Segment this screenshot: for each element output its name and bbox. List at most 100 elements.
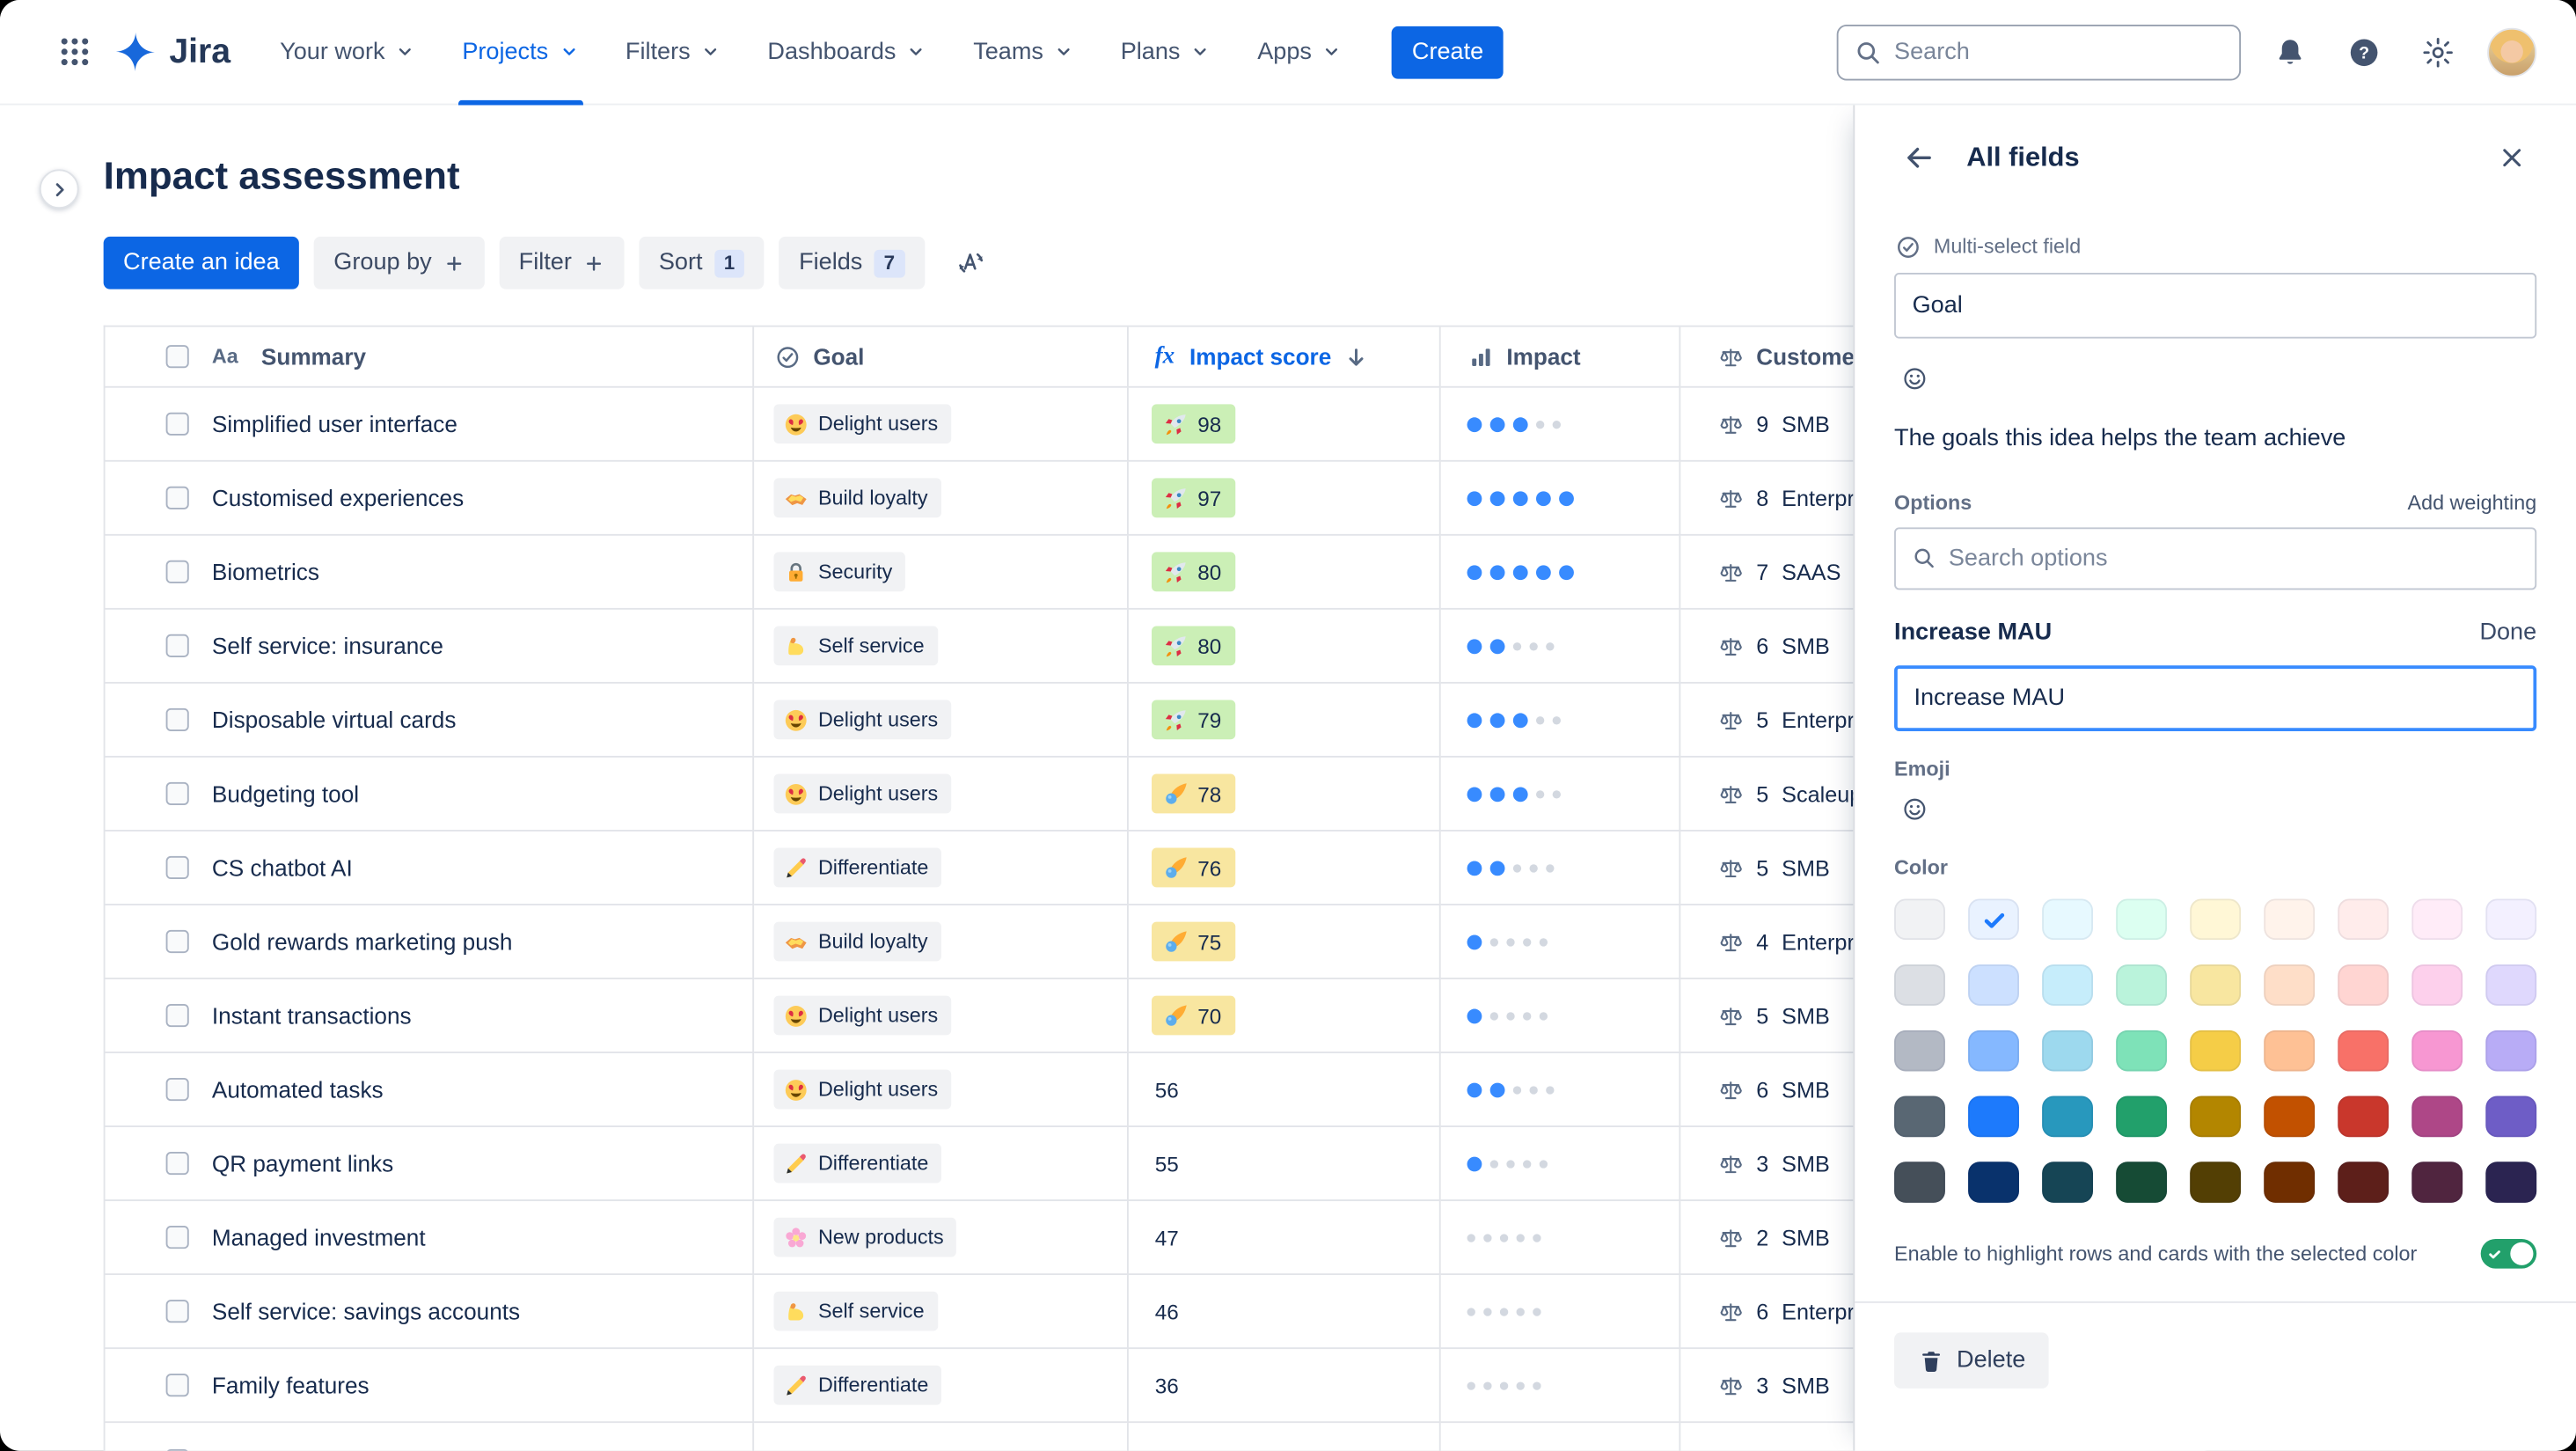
color-swatch[interactable] <box>2190 1096 2241 1138</box>
color-swatch[interactable] <box>1968 1030 2019 1072</box>
column-header-impact[interactable]: Impact <box>1506 343 1580 370</box>
idea-summary[interactable]: Automated tasks <box>212 1076 384 1103</box>
color-swatch[interactable] <box>1894 1162 1945 1203</box>
goal-chip[interactable]: Delight users <box>774 404 952 443</box>
idea-summary[interactable]: Biometrics <box>212 559 319 585</box>
color-swatch[interactable] <box>1894 964 1945 1006</box>
row-checkbox[interactable] <box>166 561 189 583</box>
row-checkbox[interactable] <box>166 1374 189 1396</box>
idea-summary[interactable]: CS chatbot AI <box>212 854 353 881</box>
impact-rating[interactable] <box>1467 1233 1541 1241</box>
color-swatch[interactable] <box>1968 1096 2019 1138</box>
color-swatch[interactable] <box>2411 964 2463 1006</box>
goal-chip[interactable]: Delight users <box>774 774 952 814</box>
field-emoji-button[interactable] <box>1894 358 1934 398</box>
nav-apps[interactable]: Apps <box>1234 0 1366 105</box>
row-checkbox[interactable] <box>166 1152 189 1175</box>
color-swatch[interactable] <box>1894 1096 1945 1138</box>
impact-rating[interactable] <box>1467 490 1574 505</box>
app-switcher-icon[interactable] <box>49 27 99 77</box>
impact-rating[interactable] <box>1467 1082 1555 1097</box>
color-swatch[interactable] <box>2338 964 2389 1006</box>
row-checkbox[interactable] <box>166 1226 189 1249</box>
color-swatch[interactable] <box>2264 964 2315 1006</box>
goal-chip[interactable]: Build loyalty <box>774 922 941 962</box>
row-checkbox[interactable] <box>166 856 189 879</box>
color-swatch[interactable] <box>2042 1030 2093 1072</box>
sort-button[interactable]: Sort 1 <box>639 237 764 289</box>
impact-rating[interactable] <box>1467 416 1561 431</box>
filter-button[interactable]: Filter <box>499 237 624 289</box>
idea-summary[interactable]: Managed investment <box>212 1224 426 1250</box>
option-emoji-button[interactable] <box>1894 789 1934 829</box>
color-swatch[interactable] <box>1968 898 2019 940</box>
color-swatch[interactable] <box>1894 898 1945 940</box>
goal-chip[interactable]: Delight users <box>774 1070 952 1110</box>
color-swatch[interactable] <box>2116 1030 2167 1072</box>
column-header-goal[interactable]: Goal <box>813 343 864 370</box>
row-checkbox[interactable] <box>166 708 189 731</box>
goal-chip[interactable]: Delight users <box>774 700 952 739</box>
idea-summary[interactable]: Instant transactions <box>212 1002 412 1029</box>
color-swatch[interactable] <box>2116 1096 2167 1138</box>
jira-logo[interactable]: Jira <box>115 31 231 72</box>
global-search-input[interactable] <box>1894 39 2222 65</box>
color-swatch[interactable] <box>2042 1162 2093 1203</box>
impact-rating[interactable] <box>1467 787 1561 802</box>
impact-rating[interactable] <box>1467 934 1548 949</box>
user-avatar[interactable] <box>2487 27 2536 77</box>
global-search[interactable] <box>1837 24 2241 79</box>
field-name-input[interactable] <box>1894 273 2536 339</box>
color-swatch[interactable] <box>2411 1162 2463 1203</box>
idea-summary[interactable]: Disposable virtual cards <box>212 707 457 733</box>
impact-rating[interactable] <box>1467 1008 1548 1023</box>
color-swatch[interactable] <box>2190 1162 2241 1203</box>
delete-option-button[interactable]: Delete <box>1894 1332 2048 1388</box>
row-checkbox[interactable] <box>166 1448 189 1451</box>
done-button[interactable]: Done <box>2479 619 2536 645</box>
group-by-button[interactable]: Group by <box>314 237 485 289</box>
color-swatch[interactable] <box>2485 964 2536 1006</box>
idea-summary[interactable]: QR payment links <box>212 1150 393 1176</box>
color-swatch[interactable] <box>2116 898 2167 940</box>
impact-rating[interactable] <box>1467 861 1555 876</box>
color-swatch[interactable] <box>2190 898 2241 940</box>
sort-descending-icon[interactable] <box>1343 343 1369 370</box>
goal-chip[interactable]: Differentiate <box>774 848 942 888</box>
create-idea-button[interactable]: Create an idea <box>104 237 299 289</box>
color-swatch[interactable] <box>1894 1030 1945 1072</box>
goal-chip[interactable]: Security <box>774 552 906 591</box>
goal-chip[interactable]: Differentiate <box>774 1144 942 1184</box>
color-swatch[interactable] <box>2338 898 2389 940</box>
row-checkbox[interactable] <box>166 782 189 805</box>
idea-summary[interactable]: Budgeting tool <box>212 780 359 807</box>
row-checkbox[interactable] <box>166 413 189 436</box>
impact-rating[interactable] <box>1467 1307 1541 1315</box>
goal-chip[interactable]: Differentiate <box>774 1366 942 1405</box>
goal-chip[interactable]: Delight users <box>774 996 952 1036</box>
color-swatch[interactable] <box>2338 1030 2389 1072</box>
impact-rating[interactable] <box>1467 1156 1548 1171</box>
color-swatch[interactable] <box>2485 1030 2536 1072</box>
color-swatch[interactable] <box>2264 1030 2315 1072</box>
impact-rating[interactable] <box>1467 1381 1541 1389</box>
color-swatch[interactable] <box>2042 1096 2093 1138</box>
option-name-input[interactable] <box>1894 664 2536 730</box>
idea-summary[interactable]: Customised experiences <box>212 485 464 511</box>
close-icon[interactable] <box>2487 133 2536 182</box>
row-checkbox[interactable] <box>166 1078 189 1101</box>
color-swatch[interactable] <box>2338 1096 2389 1138</box>
idea-summary[interactable]: Family features <box>212 1372 370 1398</box>
expand-sidebar-button[interactable] <box>40 169 79 209</box>
idea-summary[interactable]: Self service: savings accounts <box>212 1298 520 1324</box>
row-checkbox[interactable] <box>166 1004 189 1027</box>
column-header-impact-score[interactable]: Impact score <box>1189 343 1331 370</box>
settings-gear-icon[interactable] <box>2413 27 2463 77</box>
row-checkbox[interactable] <box>166 1300 189 1323</box>
back-arrow-icon[interactable] <box>1894 133 1943 182</box>
impact-rating[interactable] <box>1467 638 1555 653</box>
help-icon[interactable]: ? <box>2339 27 2389 77</box>
translate-icon[interactable] <box>946 238 995 288</box>
idea-summary[interactable]: Self service: insurance <box>212 633 443 659</box>
color-swatch[interactable] <box>2485 1096 2536 1138</box>
